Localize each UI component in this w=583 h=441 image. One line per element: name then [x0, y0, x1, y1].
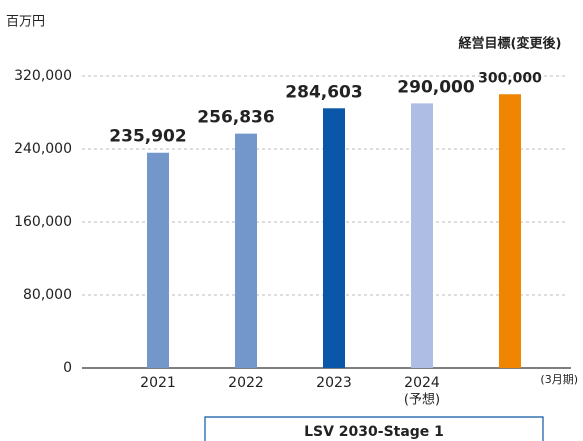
value-label: 256,836	[197, 108, 274, 128]
value-label: 284,603	[285, 82, 362, 102]
y-tick-label: 0	[63, 360, 72, 376]
y-tick-label: 80,000	[23, 287, 72, 303]
forecast-note: (予想)	[404, 392, 440, 408]
bar	[411, 103, 433, 368]
bar	[235, 133, 257, 368]
value-label: 290,000	[397, 77, 475, 97]
x-tick-label: 2022	[228, 375, 264, 391]
bracket-label: LSV 2030-Stage 1	[304, 424, 444, 440]
y-tick-label: 320,000	[14, 68, 72, 84]
value-label: 235,902	[109, 127, 186, 147]
value-label: 300,000	[478, 70, 542, 86]
x-tick-label: 2023	[316, 375, 352, 391]
bracket	[204, 416, 544, 441]
bar	[323, 108, 345, 369]
x-tick-label: 2021	[140, 375, 176, 391]
bar	[147, 152, 169, 368]
x-tick-label: 2024	[404, 375, 440, 391]
y-tick-label: 240,000	[14, 141, 72, 157]
period-note: (3月期)	[540, 373, 578, 386]
target-label: 経営目標(変更後)	[459, 36, 562, 52]
y-axis-label: 百万円	[6, 15, 45, 30]
y-tick-label: 160,000	[14, 214, 72, 230]
bar	[499, 94, 521, 368]
